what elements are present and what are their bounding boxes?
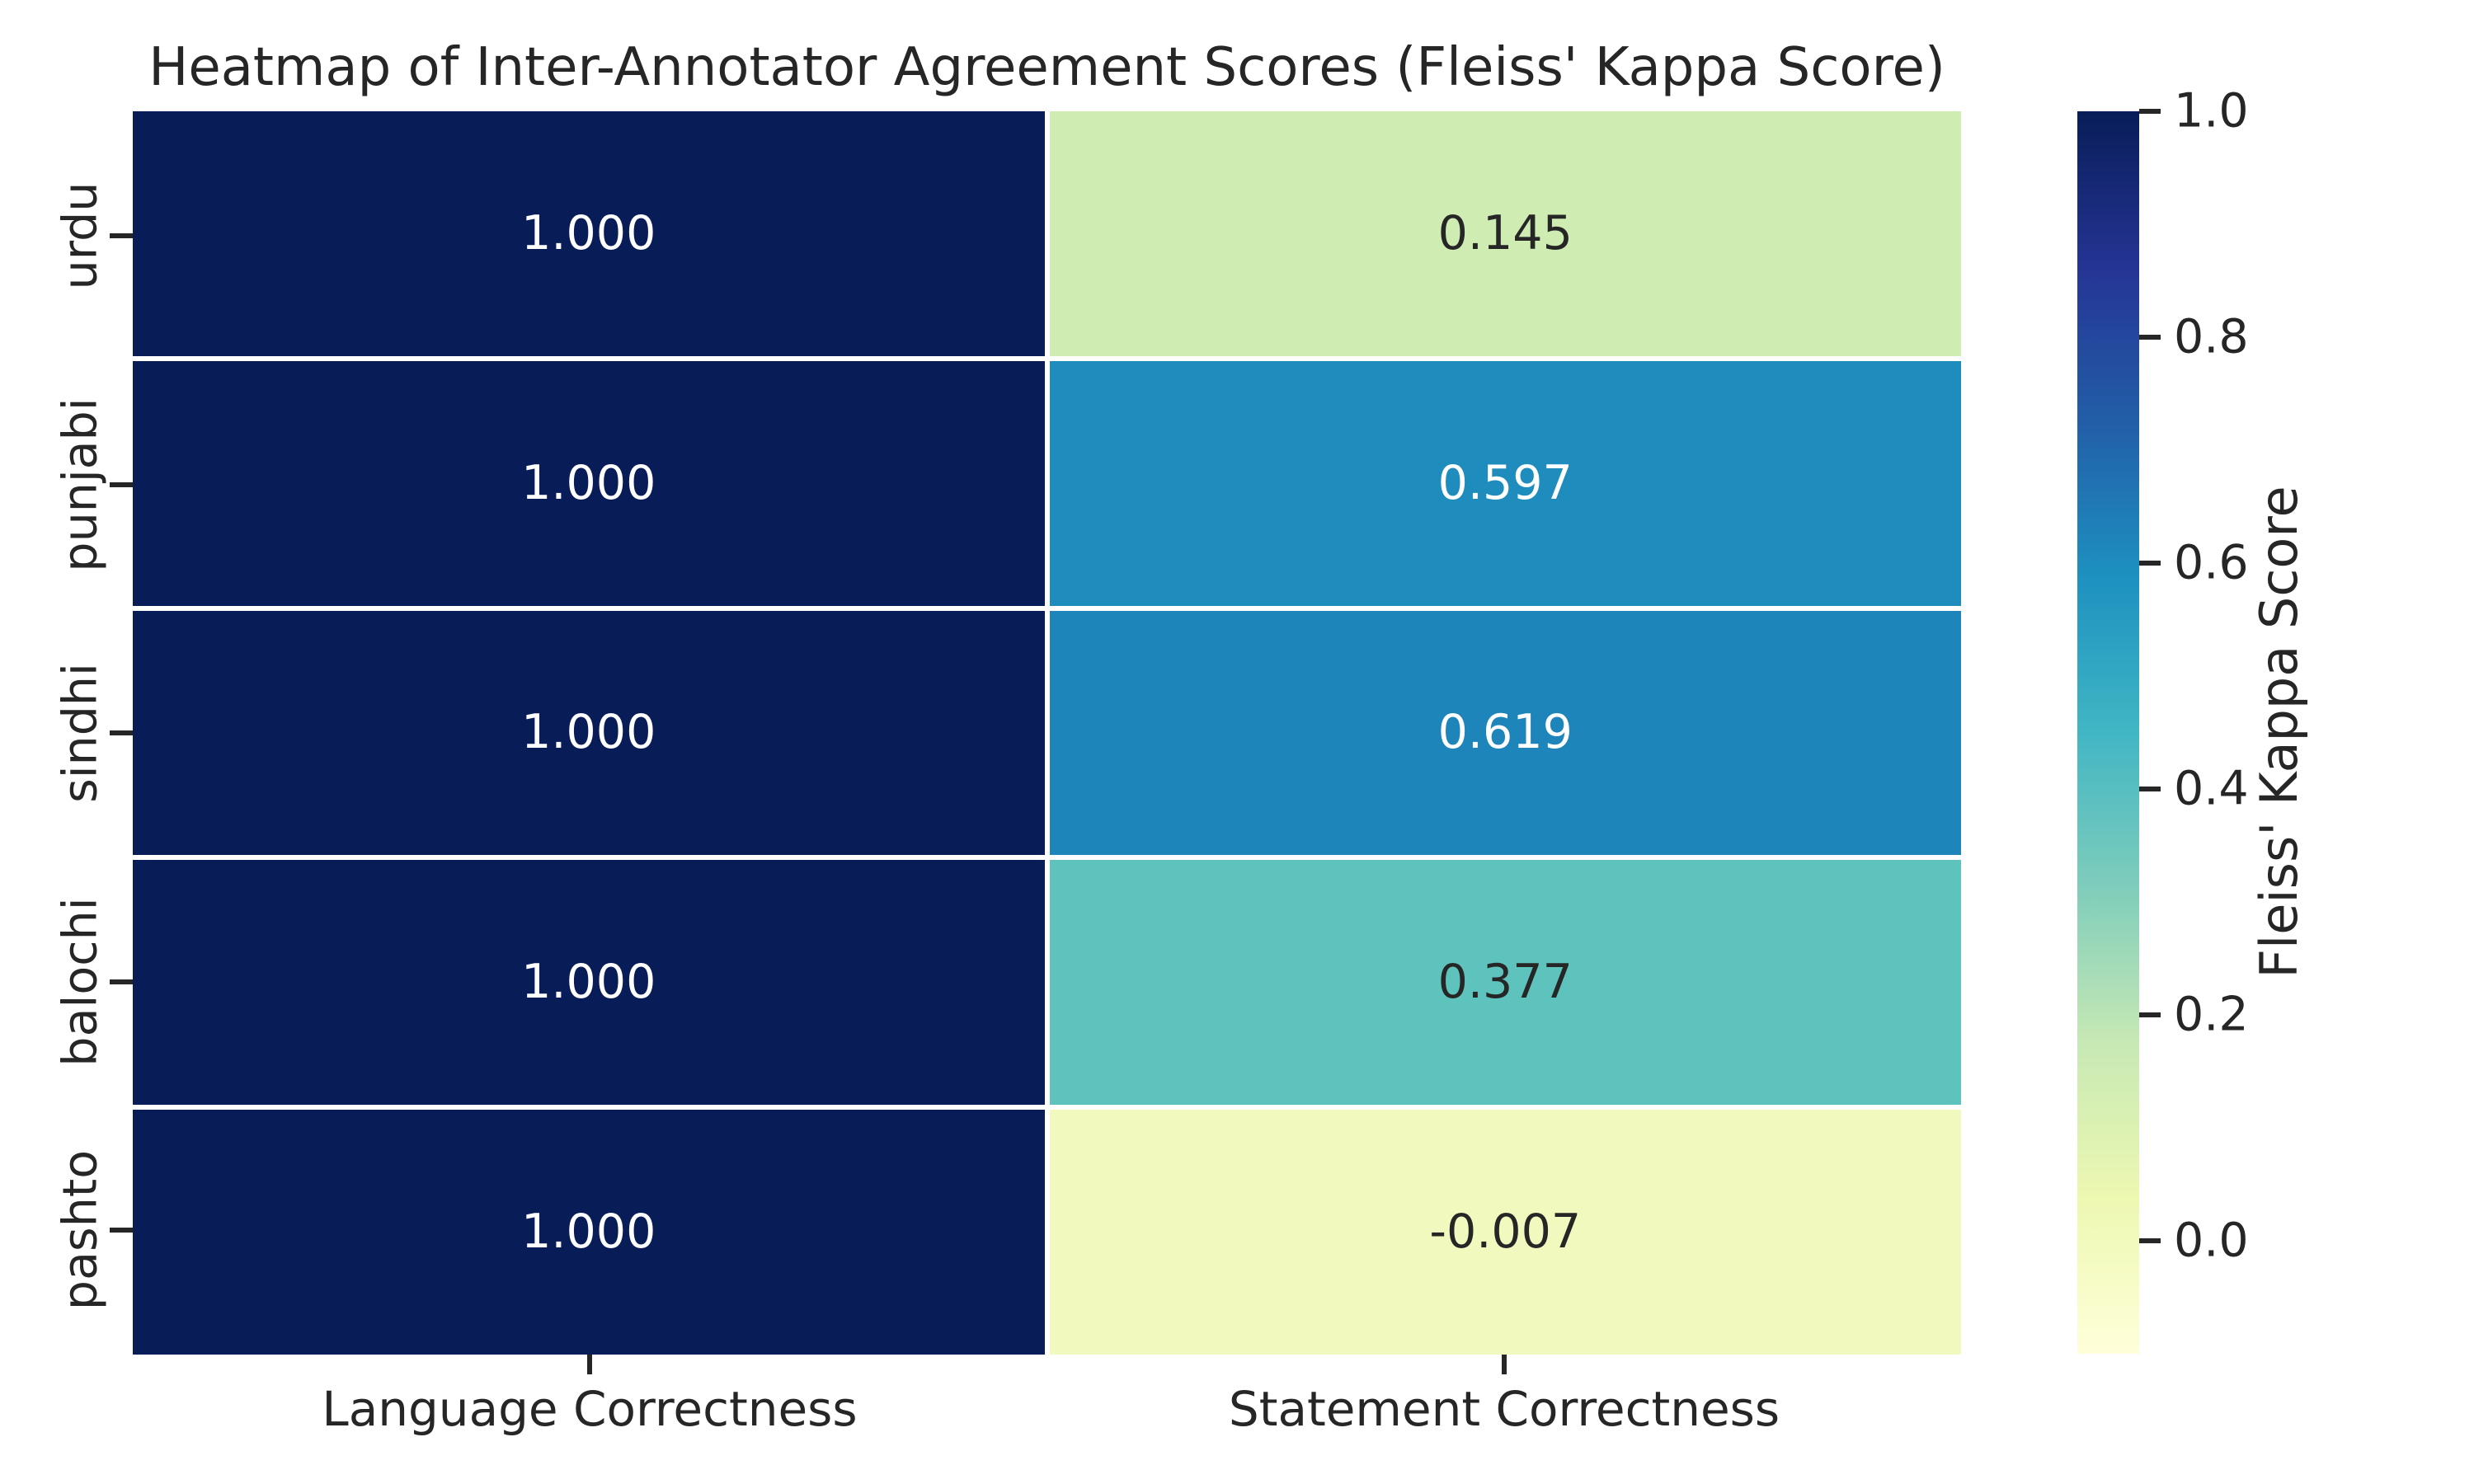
colorbar-tick-label-0.0: 0.0 (2174, 1213, 2249, 1268)
colorbar-gradient (2077, 111, 2139, 1354)
heatmap-cell-sindhi-language: 1.000 (133, 610, 1045, 856)
y-tick-balochi (110, 979, 133, 984)
heatmap-cell-balochi-language: 1.000 (133, 860, 1045, 1106)
y-tick-label-sindhi: sindhi (53, 663, 108, 803)
y-tick-label-balochi: balochi (53, 897, 108, 1067)
colorbar-tick-0.4 (2139, 787, 2161, 791)
colorbar-tick-label-0.6: 0.6 (2174, 535, 2249, 590)
y-tick-label-urdu: urdu (53, 181, 108, 290)
colorbar-tick-0.0 (2139, 1238, 2161, 1243)
x-tick-language-correctness (587, 1355, 592, 1374)
y-tick-label-punjabi: punjabi (53, 397, 108, 572)
chart-title: Heatmap of Inter-Annotator Agreement Sco… (148, 37, 1945, 98)
heatmap-cell-urdu-statement: 0.145 (1049, 111, 1961, 356)
colorbar-axis-label: Fleiss' Kappa Score (2249, 486, 2309, 979)
colorbar-tick-0.6 (2139, 561, 2161, 566)
colorbar-tick-0.8 (2139, 335, 2161, 340)
x-tick-label-language-correctness: Language Correctness (322, 1381, 858, 1437)
colorbar-tick-0.2 (2139, 1012, 2161, 1017)
x-tick-statement-correctness (1502, 1355, 1507, 1374)
y-tick-urdu (110, 233, 133, 238)
x-tick-label-statement-correctness: Statement Correctness (1228, 1381, 1780, 1437)
colorbar-tick-1.0 (2139, 109, 2161, 114)
heatmap-grid: 1.000 0.145 1.000 0.597 1.000 0.619 1.00… (133, 111, 1961, 1355)
y-tick-sindhi (110, 730, 133, 735)
heatmap-cell-sindhi-statement: 0.619 (1049, 610, 1961, 856)
heatmap-cell-punjabi-statement: 0.597 (1049, 360, 1961, 606)
colorbar-tick-label-0.4: 0.4 (2174, 761, 2249, 816)
colorbar-tick-label-0.8: 0.8 (2174, 309, 2249, 364)
heatmap-cell-urdu-language: 1.000 (133, 111, 1045, 356)
heatmap-cell-pashto-language: 1.000 (133, 1110, 1045, 1355)
heatmap-cell-pashto-statement: -0.007 (1049, 1110, 1961, 1355)
colorbar-tick-label-1.0: 1.0 (2174, 83, 2249, 139)
y-tick-label-pashto: pashto (53, 1149, 108, 1311)
colorbar-tick-label-0.2: 0.2 (2174, 987, 2249, 1042)
heatmap-cell-balochi-statement: 0.377 (1049, 860, 1961, 1106)
y-tick-pashto (110, 1228, 133, 1233)
y-tick-punjabi (110, 482, 133, 487)
heatmap-cell-punjabi-language: 1.000 (133, 360, 1045, 606)
